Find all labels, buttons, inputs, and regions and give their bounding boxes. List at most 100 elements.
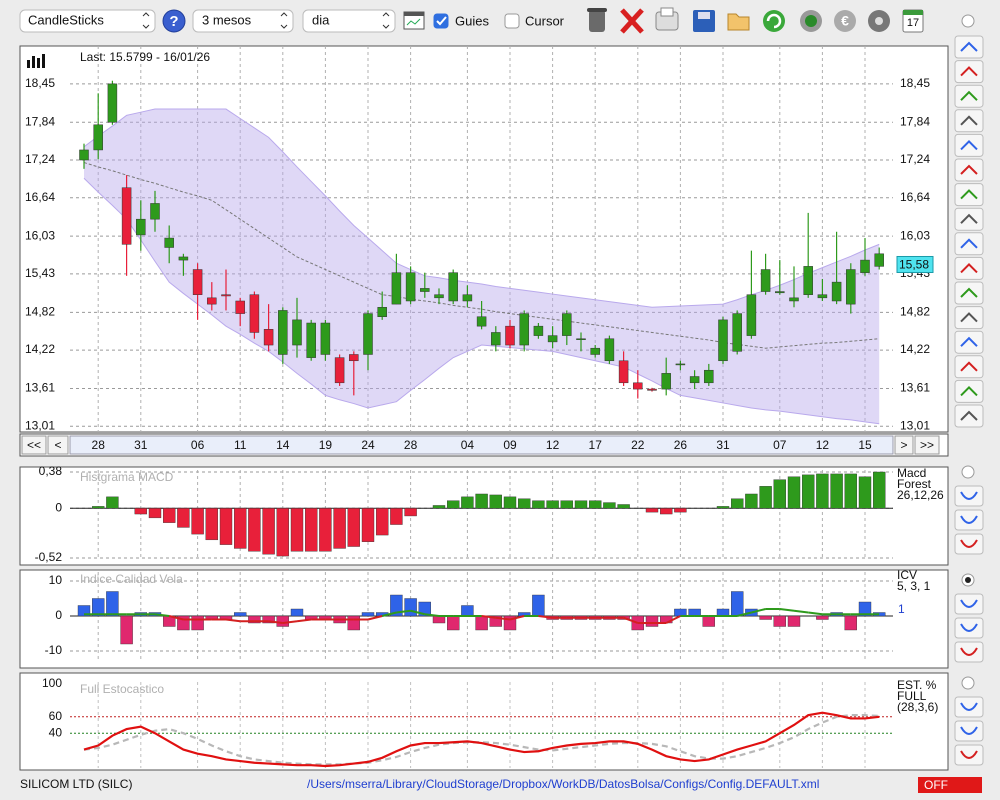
bar [191,615,204,631]
tool-button[interactable] [954,133,984,157]
radio-button[interactable] [961,676,975,690]
tool-button[interactable] [954,306,984,330]
tool-button[interactable] [954,379,984,403]
y-tick-label-right: 17,84 [900,114,930,128]
tool-button[interactable] [954,232,984,256]
tool-button[interactable] [954,109,984,133]
tool-icon [960,115,978,126]
y-tick-label: 0 [55,500,62,514]
nav-button[interactable] [914,435,940,455]
candle-body [349,354,359,362]
refresh-button[interactable] [763,10,785,32]
y-tick-label-right: 18,45 [900,76,930,90]
nav-button[interactable] [47,435,69,455]
bar [162,508,176,523]
guides-checkbox[interactable] [433,13,449,29]
interval-select[interactable] [302,9,396,33]
candle-body [278,310,288,355]
tool-button[interactable] [954,404,984,428]
tool-button[interactable] [954,60,984,84]
tool-button[interactable] [954,330,984,354]
bar [489,494,502,509]
tool-icon [960,238,978,249]
tool-button[interactable] [954,744,984,766]
tool-button[interactable] [954,533,984,555]
chart-style-select[interactable] [19,9,156,33]
chart-icon [27,54,45,68]
candle-body [136,218,146,236]
bar [518,498,531,509]
currency-button[interactable] [800,10,822,32]
tool-button[interactable] [954,158,984,182]
nav-button[interactable] [21,435,47,455]
nav-button[interactable] [894,435,914,455]
bar [319,508,332,552]
trash-button[interactable] [587,8,607,32]
signal-segment [623,616,639,624]
mode-indicator[interactable] [918,777,982,793]
tool-button[interactable] [954,641,984,663]
signal-segment [396,609,411,614]
tool-button[interactable] [954,593,984,615]
candle-body [803,266,813,295]
y-tick-label: -10 [45,643,63,657]
bar [660,508,673,515]
lower-band [83,177,880,425]
bar [532,594,545,617]
y-tick-label: 100 [42,676,62,690]
bar [844,615,857,631]
select-chevron [142,12,150,29]
bar [759,615,772,620]
tool-button[interactable] [954,207,984,231]
delete-button[interactable] [620,8,644,34]
tool-button[interactable] [954,35,984,59]
signal-segment [665,615,681,624]
x-tick-label: 28 [404,438,418,452]
tool-icon [960,726,978,735]
tool-button[interactable] [954,509,984,531]
euro-button[interactable]: € [834,10,856,32]
bar [787,476,801,509]
tool-button[interactable] [954,355,984,379]
x-tick-label: 31 [716,438,730,452]
panel-title: Histgrama MACD [80,470,174,484]
help-button[interactable] [162,9,186,33]
candle-body [775,291,785,294]
tool-button[interactable] [954,183,984,207]
select-chevron [382,12,390,29]
tool-button[interactable] [954,84,984,108]
x-tick-label: 06 [191,438,205,452]
save-button[interactable] [693,10,715,32]
period-select[interactable] [192,9,294,33]
signal-segment [481,615,496,619]
tool-button[interactable] [954,485,984,507]
tool-button[interactable] [954,281,984,305]
candle-body [320,322,331,355]
candle-body [519,313,529,346]
cursor-checkbox[interactable] [504,13,520,29]
radio-button[interactable] [961,465,975,479]
candle-body [79,149,89,161]
bar [77,605,91,617]
nav-label: < [54,438,61,452]
calendar-button[interactable]: 17 [902,9,924,33]
bar [262,615,275,624]
calendar-chart-button[interactable] [403,11,425,30]
candle-body [178,256,189,261]
tool-button[interactable] [954,696,984,718]
bar [432,505,446,509]
tool-button[interactable] [954,720,984,742]
settings-button[interactable] [868,10,890,32]
open-button[interactable] [727,13,750,31]
candle-body [661,373,671,390]
tool-button[interactable] [954,617,984,639]
y-tick-label-right: 14,82 [900,304,930,318]
radio-button[interactable] [961,14,975,28]
y-tick-label: 0 [55,608,62,622]
bar [106,591,119,617]
config-path-link[interactable]: /Users/mserra/Library/CloudStorage/Dropb… [307,777,819,791]
candle-body [306,322,316,358]
print-button[interactable] [655,7,679,31]
tool-button[interactable] [954,256,984,280]
candle-body [292,319,302,346]
